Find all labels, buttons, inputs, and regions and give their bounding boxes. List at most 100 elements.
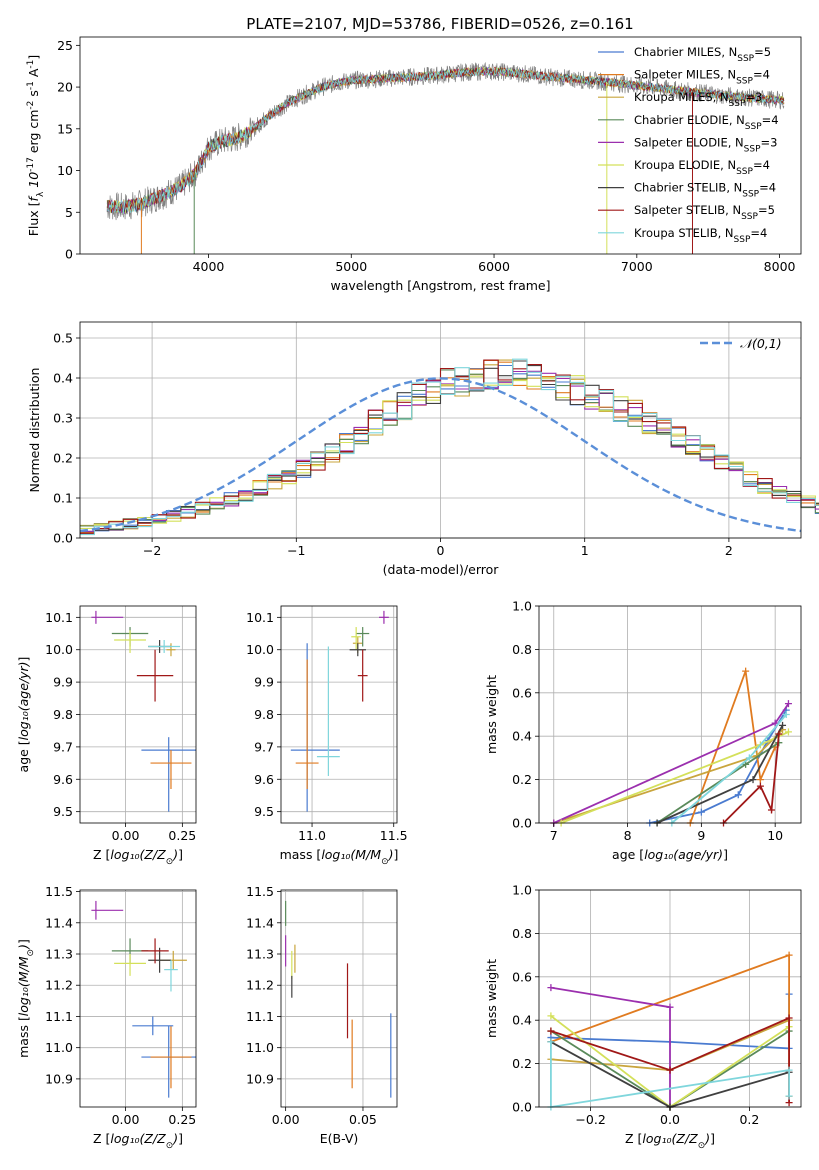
error-bar-point (114, 630, 146, 653)
label-math: log₁₀(age/yr) (16, 661, 31, 740)
mass-weight-marker (771, 719, 779, 727)
y-tick-label: 0.0 (512, 1100, 532, 1115)
mass-weight-marker (785, 1099, 793, 1107)
label-script: -2 (26, 101, 36, 110)
y-tick-label: 0.6 (512, 685, 532, 700)
y-tick-label: 9.7 (53, 739, 73, 754)
x-axis-label: age [log₁₀(age/yr)] (612, 847, 728, 862)
error-bar-point (166, 643, 176, 657)
label-math: log₁₀(Z/Z (110, 1131, 166, 1146)
label-text: E(B-V) (320, 1131, 359, 1146)
label-text: =4 (750, 226, 767, 240)
label-text: Salpeter ELODIE, N (634, 135, 744, 149)
axes-frame (280, 889, 398, 1108)
label-math: ) (16, 944, 31, 950)
x-tick-label: 0.25 (168, 1112, 196, 1127)
x-tick-label: 2 (725, 543, 733, 558)
error-bar-point (351, 627, 362, 650)
error-bar-point (148, 947, 171, 973)
y-tick-label: 11.3 (246, 947, 274, 962)
plot-area (290, 610, 389, 812)
y-tick-label: 10 (57, 163, 73, 178)
y-tick-label: 9.6 (53, 772, 73, 787)
mass-weight-marker (756, 776, 764, 784)
y-tick-label: 0.1 (53, 491, 73, 506)
label-text: mass [ (280, 847, 322, 862)
label-text: =4 (762, 113, 779, 127)
legend-label: Kroupa ELODIE, NSSP=4 (634, 158, 770, 177)
label-math: ) (172, 1131, 178, 1146)
label-script: SSP (744, 144, 761, 154)
mass-weight-marker (547, 1038, 555, 1046)
y-tick-label: 0.8 (512, 642, 532, 657)
x-tick-label: −1 (287, 543, 305, 558)
axes-frame (79, 889, 197, 1108)
x-tick-label: 4000 (193, 259, 225, 274)
mass-weight-marker (547, 1012, 555, 1020)
y-tick-label: 9.9 (254, 675, 274, 690)
label-text: ] (16, 939, 31, 944)
mass-weight-marker (745, 754, 753, 762)
y-tick-label: 11.2 (45, 978, 73, 993)
panel-mass-vs-EBV: 0.00 0.05 10.9 11.0 11.1 11.2 11.3 11.4 11.5 E(B-… (246, 884, 398, 1146)
label-script: -1 (26, 60, 36, 69)
mass-weight-marker (767, 806, 775, 814)
legend-label: Salpeter MILES, NSSP=4 (634, 68, 770, 87)
y-axis-label: Normed distribution (27, 368, 42, 493)
x-axis-label: Z [log₁₀(Z/Z⊙)] (93, 847, 183, 867)
label-text: =5 (754, 45, 771, 59)
y-tick-label: 11.4 (45, 915, 73, 930)
model-spectrum-line (106, 67, 785, 214)
y-tick-label: 11.5 (45, 884, 73, 899)
x-tick-label: 8 (624, 828, 632, 843)
x-axis-label: Z [log₁₀(Z/Z⊙)] (625, 1131, 715, 1151)
label-text: ] (26, 55, 41, 60)
y-tick-label: 9.7 (254, 739, 274, 754)
x-axis-label: E(B-V) (320, 1131, 359, 1146)
label-text: =3 (761, 135, 778, 149)
legend-label: 𝒩(0,1) (740, 336, 782, 351)
label-text: Kroupa ELODIE, N (634, 158, 736, 172)
mass-weight-marker (742, 667, 750, 675)
y-tick-label: 0.0 (53, 531, 73, 546)
x-tick-label: 9 (697, 828, 705, 843)
x-tick-label: 5000 (335, 259, 367, 274)
y-tick-label: 9.8 (53, 707, 73, 722)
y-tick-label: 0.4 (53, 371, 73, 386)
y-tick-label: 1.0 (512, 599, 532, 614)
mass-weight-marker (756, 782, 764, 790)
label-script: SSP (729, 99, 746, 109)
x-tick-label: 0.00 (112, 828, 140, 843)
label-math: log₁₀(age/yr) (644, 847, 723, 862)
label-text: =4 (759, 181, 776, 195)
mass-weight-marker (547, 984, 555, 992)
panel-residual-histogram: 𝒩(0,1) −2 −1 0 1 2 0.0 0.1 0.2 0.3 0.4 0.5 (data-mod… (27, 321, 819, 577)
mass-weight-marker (779, 721, 787, 729)
x-tick-label: 0 (437, 543, 445, 558)
error-bar-point (141, 938, 169, 964)
figure-title: PLATE=2107, MJD=53786, FIBERID=0526, z=0… (246, 15, 633, 33)
label-text: ] (178, 1131, 183, 1146)
mass-weight-marker (749, 776, 757, 784)
x-tick-label: 0.25 (168, 828, 196, 843)
y-tick-label: 1.0 (512, 883, 532, 898)
label-text: s (26, 90, 41, 101)
mass-weight-marker (666, 1066, 674, 1074)
y-tick-label: 10.9 (45, 1071, 73, 1086)
error-bar-point (150, 1025, 192, 1089)
panel-mass-weight-vs-Z: −0.2 0.0 0.2 0.0 0.2 0.4 0.6 0.8 1.0 Z [log₁₀(Z/Z… (484, 883, 802, 1151)
label-text: age [ (612, 847, 644, 862)
plot-area (550, 667, 792, 827)
label-text: wavelength [Angstrom, rest frame] (330, 278, 550, 293)
error-bar-point (114, 954, 146, 976)
y-tick-label: 11.3 (45, 947, 73, 962)
x-axis-label: wavelength [Angstrom, rest frame] (330, 278, 550, 293)
y-tick-label: 11.4 (246, 915, 274, 930)
mass-weight-marker (782, 711, 790, 718)
label-script: ⊙ (166, 857, 174, 867)
label-text: Salpeter MILES, N (634, 68, 736, 82)
y-tick-label: 0.0 (512, 816, 532, 831)
label-script: SSP (736, 167, 753, 177)
